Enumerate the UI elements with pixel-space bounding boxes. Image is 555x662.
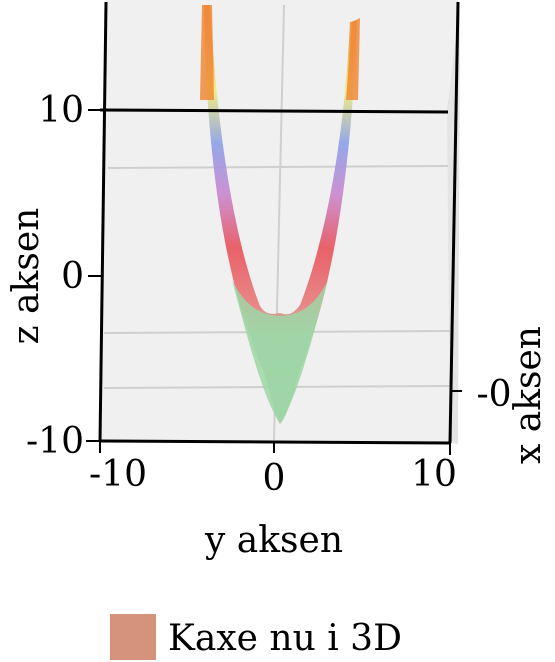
paraboloid-surface — [200, 5, 360, 424]
y-axis-label: y aksen — [204, 520, 343, 561]
z-axis-label: z aksen — [6, 208, 47, 345]
legend-swatch — [110, 614, 156, 660]
tick-marks — [86, 109, 462, 455]
y-tick-label: 10 — [411, 454, 457, 495]
surface-rim-right — [346, 18, 360, 100]
z-tick-label: 0 — [61, 256, 84, 297]
legend-label: Kaxe nu i 3D — [168, 618, 402, 659]
y-tick-label: -10 — [89, 454, 147, 495]
surface-bowl-bottom — [232, 280, 328, 424]
legend: Kaxe nu i 3D — [110, 614, 402, 660]
x-axis-label: x aksen — [508, 326, 549, 464]
y-tick-label: 0 — [263, 458, 286, 499]
z-tick-label: 10 — [38, 90, 84, 131]
surface-rim-left — [200, 5, 214, 100]
x-tick-label: -0 — [476, 374, 511, 415]
z-tick-label: -10 — [26, 421, 84, 462]
